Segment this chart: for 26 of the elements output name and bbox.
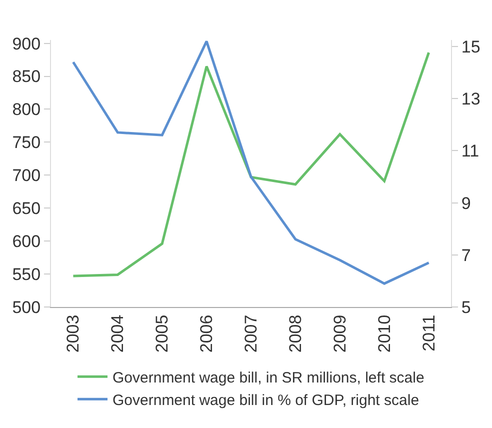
y2-tick-label: 11 (461, 142, 480, 161)
x-tick-label: 2010 (374, 314, 394, 353)
x-tick-label: 2004 (108, 314, 128, 353)
y-tick-label: 900 (12, 34, 41, 54)
x-tick-label: 2009 (330, 314, 350, 353)
y2-tick-label: 15 (461, 37, 480, 56)
legend-label: Government wage bill in % of GDP, right scale (112, 392, 420, 409)
x-tick-label: 2011 (419, 314, 438, 352)
x-tick-label: 2005 (152, 314, 172, 353)
y2-tick-label: 5 (461, 298, 471, 317)
y2-tick-label: 13 (461, 90, 480, 109)
y-tick-label: 500 (12, 298, 41, 317)
y-tick-label: 700 (12, 166, 41, 186)
x-tick-label: 2007 (242, 314, 261, 353)
x-tick-label: 2008 (286, 314, 305, 353)
y2-tick-label: 9 (461, 194, 471, 213)
y-tick-label: 850 (12, 67, 41, 86)
y2-tick-label: 7 (461, 246, 471, 265)
y-tick-label: 750 (12, 133, 41, 152)
x-tick-label: 2006 (197, 314, 216, 353)
y-tick-label: 650 (12, 199, 41, 218)
x-tick-label: 2003 (64, 314, 83, 353)
y-tick-label: 550 (12, 264, 41, 284)
legend-label: Government wage bill, in SR millions, left scale (112, 370, 424, 386)
y-tick-label: 600 (12, 232, 41, 252)
y-tick-label: 800 (12, 100, 41, 120)
